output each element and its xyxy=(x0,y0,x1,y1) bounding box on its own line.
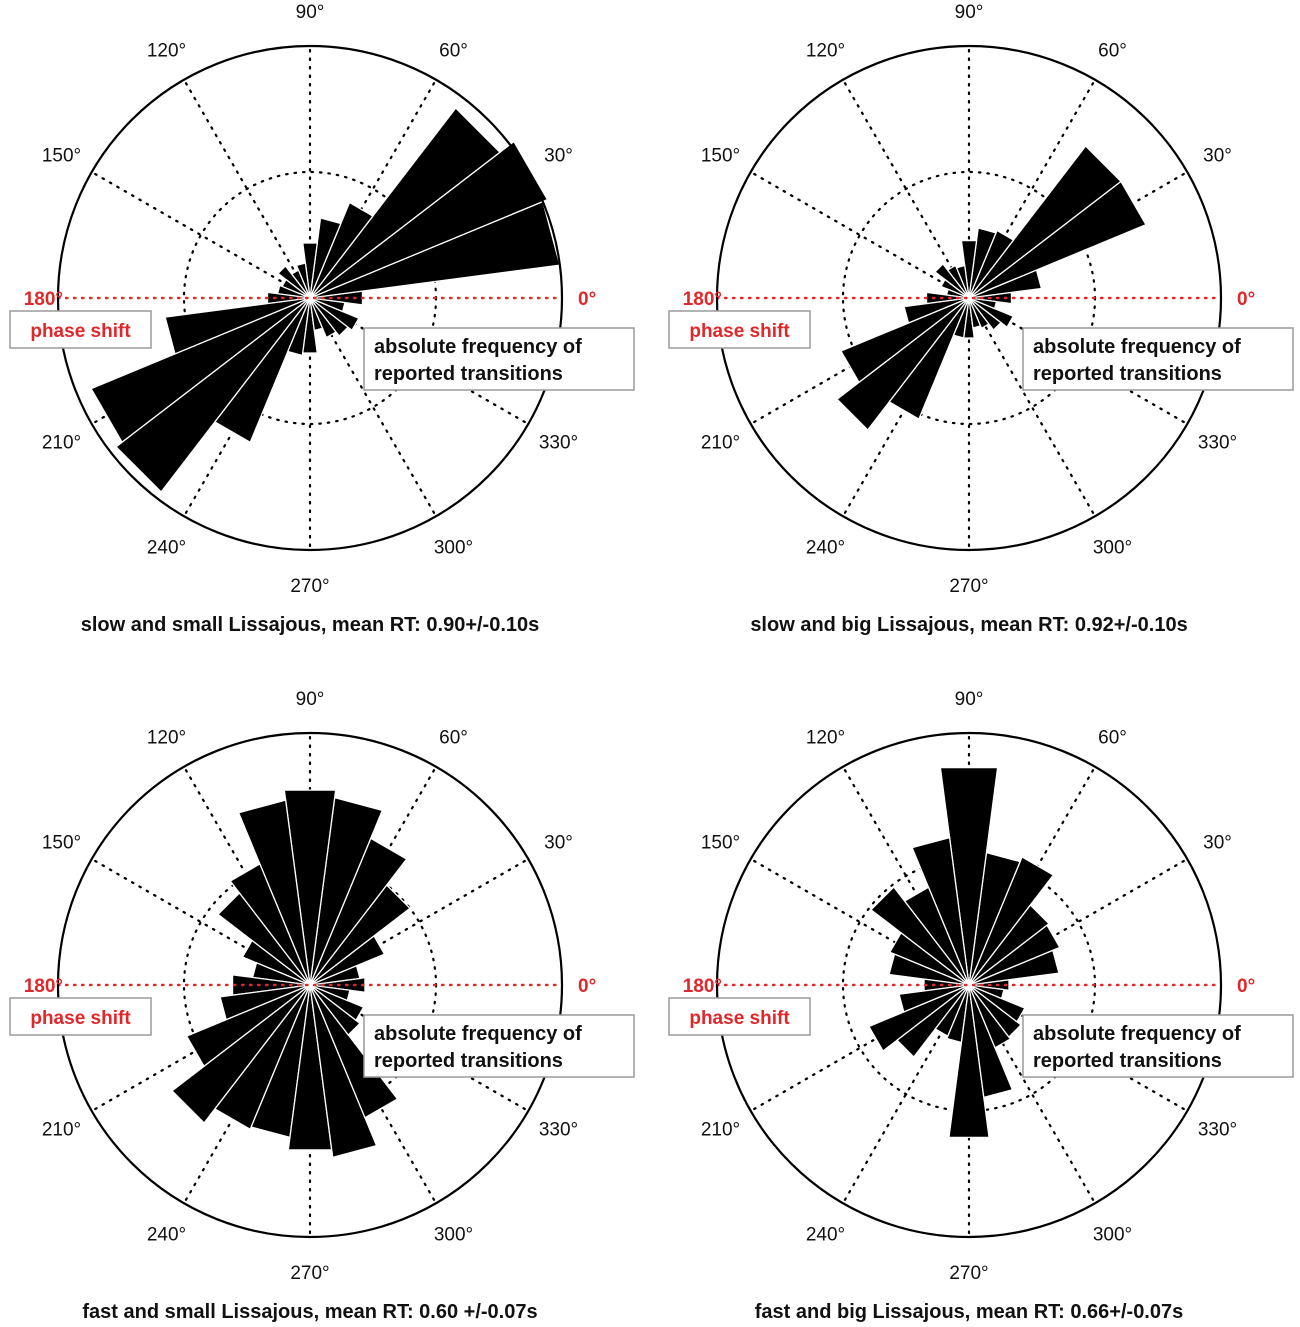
angle-label-270: 270° xyxy=(949,576,988,597)
angle-label-30: 30° xyxy=(1203,833,1232,854)
angle-label-60: 60° xyxy=(1098,41,1127,62)
panel-caption: fast and small Lissajous, mean RT: 0.60 … xyxy=(82,1301,537,1323)
phase-shift-box xyxy=(9,997,152,1036)
polar-bar xyxy=(309,107,501,299)
angle-label-300: 300° xyxy=(434,1225,473,1246)
angle-label-30: 30° xyxy=(544,833,573,854)
angle-label-90: 90° xyxy=(955,689,984,710)
radial-axis-label-box xyxy=(1022,327,1294,391)
radial-axis-label-line1: absolute frequency of xyxy=(1033,336,1241,358)
angle-label-240: 240° xyxy=(147,538,186,559)
angle-label-30: 30° xyxy=(1203,146,1232,167)
phase-shift-label: phase shift xyxy=(30,321,131,342)
angle-label-240: 240° xyxy=(806,538,845,559)
panel-caption: fast and big Lissajous, mean RT: 0.66+/-… xyxy=(755,1301,1184,1323)
polar-outer-circle xyxy=(715,44,1223,552)
radial-axis-label-line2: reported transitions xyxy=(1033,363,1222,385)
angle-label-120: 120° xyxy=(147,728,186,749)
radial-axis-label-box xyxy=(363,1014,635,1078)
angle-label-90: 90° xyxy=(296,2,325,23)
angle-label-90: 90° xyxy=(955,2,984,23)
angle-label-270: 270° xyxy=(290,1263,329,1284)
angle-label-180: 180° xyxy=(24,289,63,310)
angle-label-210: 210° xyxy=(701,1120,740,1141)
phase-shift-label: phase shift xyxy=(30,1008,131,1029)
panel-caption: slow and small Lissajous, mean RT: 0.90+… xyxy=(81,614,540,636)
spoke-300 xyxy=(967,296,1097,518)
radial-axis-label-line2: reported transitions xyxy=(374,1050,563,1072)
angle-label-150: 150° xyxy=(701,146,740,167)
angle-label-180: 180° xyxy=(683,289,722,310)
angle-label-330: 330° xyxy=(539,433,578,454)
radial-axis-label-box xyxy=(363,327,635,391)
angle-label-330: 330° xyxy=(1198,1120,1237,1141)
polar-outer-circle xyxy=(56,731,564,1239)
polar-bar xyxy=(968,984,1005,1000)
angle-label-210: 210° xyxy=(701,433,740,454)
phase-shift-box xyxy=(668,997,811,1036)
spoke-150 xyxy=(90,170,312,300)
angle-label-0: 0° xyxy=(578,289,596,310)
polar-outer-circle xyxy=(56,44,564,552)
spoke-120 xyxy=(841,78,971,300)
polar-panel-3: 0° 30° 60° 90° 120° 150° 180° 210° 240° 270° 300° 3… xyxy=(9,689,635,1323)
angle-label-0: 0° xyxy=(1237,289,1255,310)
radial-axis-label-line1: absolute frequency of xyxy=(1033,1023,1241,1045)
angle-label-0: 0° xyxy=(578,976,596,997)
angle-label-120: 120° xyxy=(147,41,186,62)
polar-bar xyxy=(309,984,399,1119)
angle-label-60: 60° xyxy=(439,728,468,749)
panel-caption: slow and big Lissajous, mean RT: 0.92+/-… xyxy=(750,614,1187,636)
radial-axis-label-line1: absolute frequency of xyxy=(374,1023,582,1045)
polar-bar xyxy=(888,297,970,421)
polar-bar xyxy=(309,984,351,1002)
angle-label-0: 0° xyxy=(1237,976,1255,997)
angle-label-30: 30° xyxy=(544,146,573,167)
angle-label-300: 300° xyxy=(434,538,473,559)
radial-axis-label-line1: absolute frequency of xyxy=(374,336,582,358)
polar-outer-circle xyxy=(715,731,1223,1239)
spoke-120 xyxy=(182,78,312,300)
angle-label-120: 120° xyxy=(806,41,845,62)
angle-label-270: 270° xyxy=(290,576,329,597)
angle-label-240: 240° xyxy=(147,1225,186,1246)
phase-shift-label: phase shift xyxy=(689,321,790,342)
polar-bar xyxy=(968,145,1122,299)
angle-label-180: 180° xyxy=(683,976,722,997)
angle-label-210: 210° xyxy=(42,433,81,454)
angle-label-90: 90° xyxy=(296,689,325,710)
angle-label-240: 240° xyxy=(806,1225,845,1246)
angle-label-60: 60° xyxy=(439,41,468,62)
angle-label-180: 180° xyxy=(24,976,63,997)
phase-shift-box xyxy=(9,310,152,349)
angle-label-300: 300° xyxy=(1093,1225,1132,1246)
polar-bar xyxy=(309,297,346,313)
polar-panel-2: 0° 30° 60° 90° 120° 150° 180° 210° 240° 270° 300° 3… xyxy=(668,2,1294,636)
polar-bar xyxy=(213,297,311,444)
polar-panel-4: 0° 30° 60° 90° 120° 150° 180° 210° 240° 270° 300° 3… xyxy=(668,689,1294,1323)
radial-axis-label-line2: reported transitions xyxy=(374,363,563,385)
angle-label-270: 270° xyxy=(949,1263,988,1284)
radial-axis-label-box xyxy=(1022,1014,1294,1078)
polar-panel-1: 0° 30° 60° 90° 120° 150° 180° 210° 240° 270° 300° 3… xyxy=(9,2,635,636)
radial-axis-label-line2: reported transitions xyxy=(1033,1050,1222,1072)
angle-label-150: 150° xyxy=(42,146,81,167)
angle-label-300: 300° xyxy=(1093,538,1132,559)
angle-label-150: 150° xyxy=(42,833,81,854)
polar-bar xyxy=(968,297,998,310)
phase-shift-box xyxy=(668,310,811,349)
angle-label-330: 330° xyxy=(1198,433,1237,454)
spoke-150 xyxy=(749,170,971,300)
phase-shift-label: phase shift xyxy=(689,1008,790,1029)
angle-label-150: 150° xyxy=(701,833,740,854)
angle-label-210: 210° xyxy=(42,1120,81,1141)
angle-label-120: 120° xyxy=(806,728,845,749)
angle-label-60: 60° xyxy=(1098,728,1127,749)
angle-label-330: 330° xyxy=(539,1120,578,1141)
